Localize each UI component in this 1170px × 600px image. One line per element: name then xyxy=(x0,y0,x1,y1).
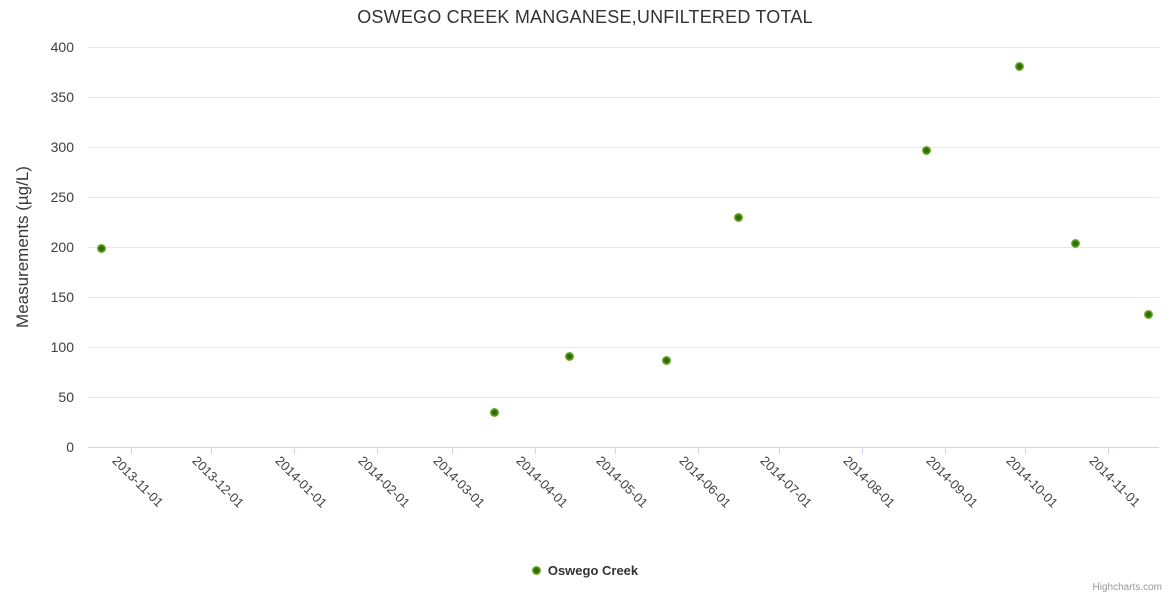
gridline xyxy=(88,197,1159,198)
gridline xyxy=(88,297,1159,298)
x-axis-tick xyxy=(615,448,617,454)
x-axis-tick xyxy=(944,448,946,454)
y-axis-label: 100 xyxy=(50,339,74,355)
data-point[interactable] xyxy=(96,243,106,253)
data-point[interactable] xyxy=(565,351,575,361)
y-axis-label: 200 xyxy=(50,239,74,255)
legend-item-label[interactable]: Oswego Creek xyxy=(547,563,639,578)
y-axis-label: 250 xyxy=(50,189,74,205)
gridline xyxy=(88,47,1159,48)
y-axis-label: 50 xyxy=(58,389,74,405)
x-axis-label: 2014-02-01 xyxy=(355,453,414,511)
series-marker-icon[interactable] xyxy=(531,566,541,575)
x-axis-label: 2014-03-01 xyxy=(430,453,489,511)
data-point[interactable] xyxy=(734,212,744,222)
x-axis-tick xyxy=(452,448,454,454)
x-axis-tick xyxy=(130,448,132,454)
gridline xyxy=(88,97,1159,98)
x-axis-tick xyxy=(698,448,700,454)
y-axis-label: 350 xyxy=(50,89,74,105)
data-point[interactable] xyxy=(921,145,931,155)
gridline xyxy=(88,247,1159,248)
x-axis-tick xyxy=(861,448,863,454)
chart-title: OSWEGO CREEK MANGANESE,UNFILTERED TOTAL xyxy=(357,7,813,27)
x-axis-line xyxy=(88,447,1159,448)
x-axis-label: 2014-09-01 xyxy=(923,453,981,511)
x-axis-label: 2013-12-01 xyxy=(189,453,248,511)
x-axis-label: 2014-05-01 xyxy=(593,453,652,511)
data-point[interactable] xyxy=(490,407,500,417)
x-axis-label: 2013-11-01 xyxy=(109,453,167,510)
x-axis-label: 2014-01-01 xyxy=(272,453,331,511)
data-point[interactable] xyxy=(1143,309,1153,319)
x-axis-label: 2014-06-01 xyxy=(676,453,735,511)
x-axis-label: 2014-04-01 xyxy=(513,453,572,511)
x-axis-tick xyxy=(1025,448,1027,454)
x-axis-label: 2014-11-01 xyxy=(1086,453,1144,510)
y-axis-label: 300 xyxy=(50,139,74,155)
x-axis-label: 2014-10-01 xyxy=(1003,453,1062,511)
x-axis-tick xyxy=(211,448,213,454)
x-axis-label: 2014-07-01 xyxy=(757,453,815,511)
data-point[interactable] xyxy=(1071,238,1081,248)
x-axis-label: 2014-08-01 xyxy=(840,453,898,511)
x-axis-tick xyxy=(294,448,296,454)
gridline xyxy=(88,397,1159,398)
x-axis-tick xyxy=(535,448,537,454)
x-axis-tick xyxy=(778,448,780,454)
data-point[interactable] xyxy=(1015,61,1025,71)
gridline xyxy=(88,147,1159,148)
y-axis-label: 0 xyxy=(66,439,74,455)
x-axis-tick xyxy=(1108,448,1110,454)
x-axis-tick xyxy=(377,448,379,454)
gridline xyxy=(88,347,1159,348)
y-axis-label: 400 xyxy=(50,39,74,55)
data-point[interactable] xyxy=(661,355,671,365)
legend: Oswego Creek xyxy=(0,563,1170,578)
credits-link[interactable]: Highcharts.com xyxy=(1092,582,1162,593)
y-axis-label: 150 xyxy=(50,289,74,305)
